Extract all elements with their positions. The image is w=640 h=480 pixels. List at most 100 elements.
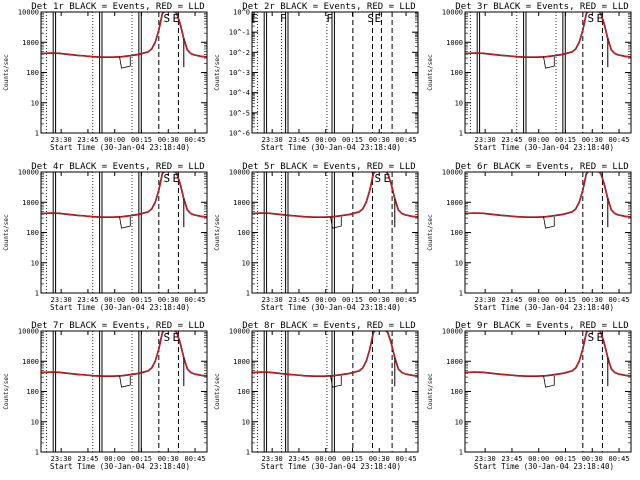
x-tick-label: 23:45: [288, 296, 309, 304]
x-tick-label: 23:30: [51, 136, 72, 144]
plot-frame: [251, 330, 419, 453]
series-group: [41, 172, 207, 229]
panel-title: Det 1r BLACK = Events, RED = LLD: [31, 2, 204, 12]
x-tick-label: 00:00: [104, 296, 125, 304]
x-tick-label: 00:00: [315, 296, 336, 304]
panel-title: Det 4r BLACK = Events, RED = LLD: [31, 162, 204, 172]
series-lld-line: [41, 12, 207, 58]
x-tick-label: 00:15: [342, 296, 363, 304]
flag-letter: E: [172, 172, 179, 185]
y-tick-label: 1000: [446, 199, 463, 207]
y-tick-label: 1: [35, 449, 39, 457]
x-tick-label: 23:30: [262, 136, 283, 144]
x-tick-label: 23:30: [262, 296, 283, 304]
x-tick-label: 00:30: [369, 296, 390, 304]
det-panel-9: Det 9r BLACK = Events, RED = LLD Counts/s…: [427, 321, 632, 471]
events-dropout: [330, 216, 342, 229]
x-tick-label: 00:30: [369, 455, 390, 463]
x-axis-label: Start Time (30-Jan-04 23:18:40): [474, 462, 614, 471]
x-tick-label: 00:45: [609, 136, 630, 144]
series-lld-line: [41, 172, 207, 218]
x-tick-label: 00:45: [609, 455, 630, 463]
flag-letter: E: [251, 12, 258, 25]
plot-frame: [251, 171, 419, 294]
x-tick-label: 23:45: [501, 455, 522, 463]
y-axis-label: Counts/sec: [214, 373, 221, 410]
y-tick-label: 1: [246, 449, 250, 457]
plot-frame: [40, 330, 208, 453]
y-tick-label: 10: [31, 418, 39, 426]
panel-title: Det 2r BLACK = Events, RED = LLD: [242, 2, 415, 12]
x-tick-label: 00:30: [582, 296, 603, 304]
panel-title: Det 9r BLACK = Events, RED = LLD: [455, 321, 628, 331]
det-panel-3: Det 3r BLACK = Events, RED = LLD Counts/s…: [427, 2, 632, 152]
x-tick-label: 00:45: [396, 296, 417, 304]
y-axis-label: Counts/sec: [3, 54, 10, 91]
x-tick-label: 23:30: [475, 455, 496, 463]
x-tick-label: 00:15: [555, 136, 576, 144]
x-axis-label: Start Time (30-Jan-04 23:18:40): [474, 303, 614, 312]
y-tick-label: 10000: [442, 169, 463, 177]
x-tick-label: 23:45: [77, 296, 98, 304]
series-group: [465, 12, 631, 69]
y-tick-label: 10000: [229, 169, 250, 177]
det-panel-2: Det 2r BLACK = Events, RED = LLD Counts/s…: [214, 2, 419, 152]
events-dropout: [543, 375, 555, 388]
flag-letter: E: [172, 331, 179, 344]
flag-letter: E: [596, 12, 603, 25]
y-tick-label: 1000: [22, 39, 39, 47]
y-tick-label: 10000: [18, 328, 39, 336]
events-dropout: [119, 56, 131, 69]
flag-letter: S: [588, 331, 595, 344]
y-tick-label: 10: [455, 418, 463, 426]
y-tick-label: 1: [459, 449, 463, 457]
y-tick-label: 10^-3: [229, 69, 250, 77]
x-tick-label: 00:45: [185, 455, 206, 463]
series-group: [252, 331, 418, 388]
x-tick-label: 23:30: [475, 136, 496, 144]
y-tick-label: 100: [450, 69, 463, 77]
y-tick-label: 100: [26, 388, 39, 396]
y-tick-label: 1: [246, 290, 250, 298]
events-dropout: [119, 375, 131, 388]
flag-letter: E: [172, 12, 179, 25]
x-tick-label: 00:00: [315, 455, 336, 463]
x-tick-label: 00:30: [158, 455, 179, 463]
panel-title: Det 8r BLACK = Events, RED = LLD: [242, 321, 415, 331]
series-lld-line: [465, 12, 631, 58]
plot-frame: [40, 171, 208, 294]
y-tick-label: 100: [26, 229, 39, 237]
x-tick-label: 00:45: [396, 455, 417, 463]
x-tick-label: 00:15: [555, 296, 576, 304]
flag-letter: S: [375, 172, 382, 185]
y-tick-label: 10^-5: [229, 109, 250, 117]
series-group: [252, 172, 418, 229]
y-tick-label: 10^-6: [229, 130, 250, 138]
x-tick-label: 00:00: [104, 455, 125, 463]
x-tick-label: 00:15: [131, 455, 152, 463]
flag-letter: S: [588, 12, 595, 25]
y-axis-label: Counts/sec: [3, 214, 10, 251]
x-tick-label: 00:45: [609, 296, 630, 304]
flag-letter: E: [596, 331, 603, 344]
x-tick-label: 00:30: [582, 455, 603, 463]
y-tick-label: 100: [450, 388, 463, 396]
x-tick-label: 23:30: [475, 296, 496, 304]
flag-letter: F: [280, 12, 287, 25]
plot-frame: [251, 11, 419, 134]
y-axis-label: Counts/sec: [214, 214, 221, 251]
events-dropout: [119, 216, 131, 229]
y-tick-label: 100: [237, 229, 250, 237]
x-tick-label: 00:00: [528, 136, 549, 144]
x-tick-label: 00:00: [528, 455, 549, 463]
x-tick-label: 23:30: [262, 455, 283, 463]
plot-frame: [464, 171, 632, 294]
x-axis-label: Start Time (30-Jan-04 23:18:40): [261, 143, 401, 152]
panel-title: Det 6r BLACK = Events, RED = LLD: [455, 162, 628, 172]
x-tick-label: 23:45: [77, 455, 98, 463]
x-tick-label: 00:00: [104, 136, 125, 144]
y-tick-label: 10^0: [233, 9, 250, 17]
x-tick-label: 00:15: [131, 296, 152, 304]
y-axis-label: Counts/sec: [214, 54, 221, 91]
